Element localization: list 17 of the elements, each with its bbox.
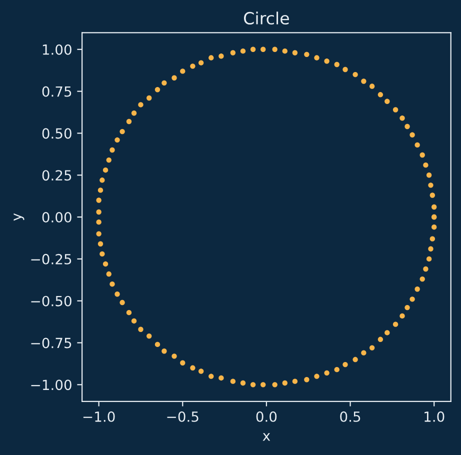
y-tick-label: −0.50 <box>31 296 72 306</box>
x-tick-label: −1.0 <box>83 411 115 422</box>
y-tick-label: −0.25 <box>31 254 72 264</box>
y-tick-label: 0.25 <box>42 170 72 181</box>
y-tick-label: −0.75 <box>31 338 72 348</box>
x-axis-title: x <box>262 433 270 441</box>
y-tick-label: 1.00 <box>42 44 72 55</box>
x-tick-label: −0.5 <box>167 411 198 422</box>
y-axis-title: y <box>14 213 24 221</box>
y-tick-label: −1.00 <box>31 380 72 390</box>
y-tick-label: 0.75 <box>42 86 72 97</box>
y-tick-label: 0.50 <box>42 128 72 139</box>
chart-title: Circle <box>244 12 289 25</box>
x-tick-label: 0.0 <box>256 411 277 422</box>
x-tick-label: 0.5 <box>340 411 360 422</box>
y-tick-label: 0.00 <box>42 212 72 223</box>
x-tick-label: 1.0 <box>424 411 444 422</box>
